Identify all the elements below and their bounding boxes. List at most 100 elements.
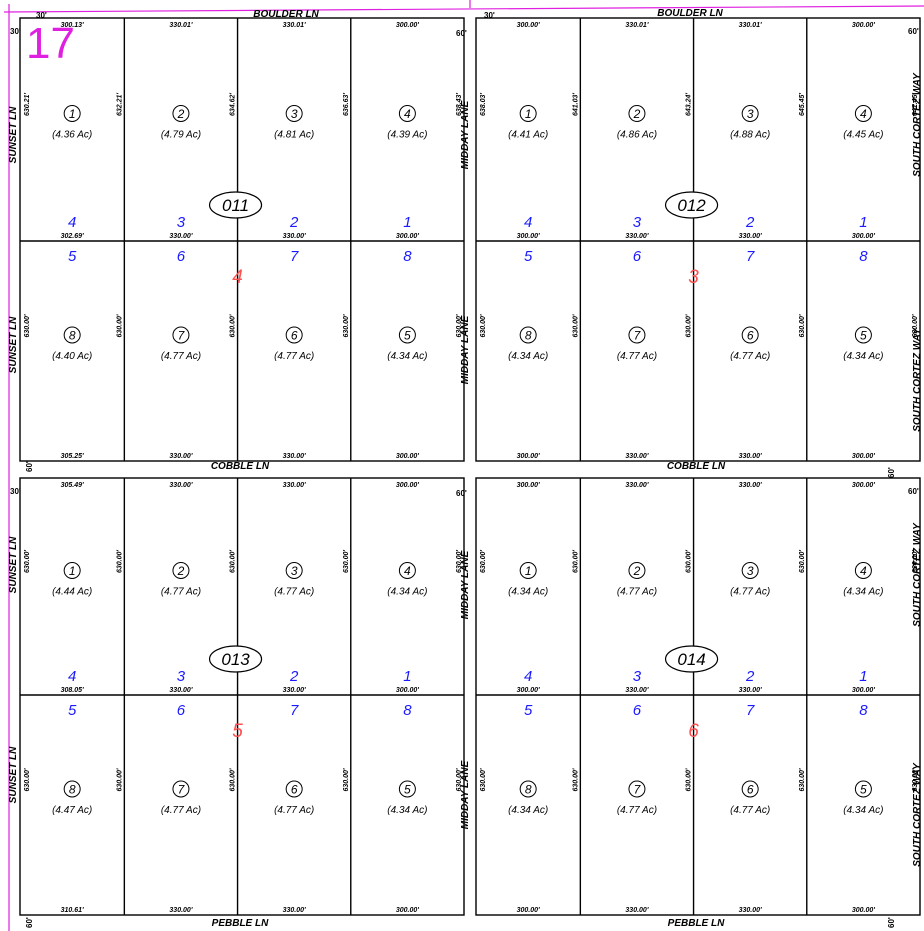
parcel-acreage: (4.77 Ac) [730, 805, 770, 816]
parcel-number: 8 [69, 329, 76, 343]
lot-width-dimension: 330.01' [169, 22, 192, 29]
lot-depth-dimension: 630.00' [572, 768, 579, 791]
parcel-acreage: (4.34 Ac) [387, 351, 427, 362]
quarter-number: 3 [177, 214, 186, 231]
parcel-number-circle [285, 326, 303, 344]
parcel-lines [20, 18, 920, 915]
lot-depth-dimension: 630.00' [686, 768, 693, 791]
parcel-number: 3 [291, 107, 298, 121]
lot-width-dimension: 300.00' [396, 233, 419, 240]
parcel-number: 2 [633, 564, 641, 578]
parcel-number-circle [63, 326, 81, 344]
lot-depth-dimension: 632.21' [116, 93, 123, 116]
parcel-acreage: (4.34 Ac) [387, 587, 427, 598]
parcel-acreage: (4.81 Ac) [274, 130, 314, 141]
row-width-mark: 30' [484, 11, 495, 20]
row-width-mark: 60' [908, 487, 919, 496]
parcel-number-circle [172, 780, 190, 798]
street-sunset-2: SUNSET LN [8, 316, 19, 373]
quarter-number: 5 [68, 248, 77, 265]
lot-width-dimension: 300.00' [517, 907, 540, 914]
street-south-cortez-3: SOUTH CORTEZ WAY [912, 522, 923, 627]
lot-width-dimension: 330.00' [169, 907, 192, 914]
parcel-number: 6 [747, 329, 754, 343]
parcel-number-circle [854, 326, 872, 344]
row-width-mark: 60' [25, 461, 34, 472]
quarter-number: 6 [177, 248, 186, 265]
parcel-acreage: (4.77 Ac) [617, 351, 657, 362]
lot-width-dimension: 300.00' [852, 687, 875, 694]
parcel-acreage: (4.44 Ac) [52, 587, 92, 598]
parcel-number: 8 [525, 783, 532, 797]
lot-width-dimension: 300.00' [852, 482, 875, 489]
street-pebble-east: PEBBLE LN [668, 918, 725, 929]
quarter-number: 7 [746, 702, 755, 719]
lot-depth-dimension: 630.00' [116, 314, 123, 337]
parcel-acreage: (4.34 Ac) [843, 351, 883, 362]
lot-depth-dimension: 630.00' [24, 314, 31, 337]
lot-width-dimension: 310.61' [61, 907, 84, 914]
quarter-number: 5 [68, 702, 77, 719]
parcel-number-circle [172, 326, 190, 344]
parcel-number: 4 [404, 564, 411, 578]
row-width-mark: 30' [10, 27, 21, 36]
parcel-number: 5 [860, 329, 867, 343]
street-sunset-1: SUNSET LN [8, 106, 19, 163]
page-number: 17 [26, 19, 75, 68]
quarter-number: 7 [746, 248, 755, 265]
street-south-cortez-4: SOUTH CORTEZ WAY [912, 762, 923, 867]
quarter-number: 1 [403, 214, 411, 231]
parcel-number-circle [285, 105, 303, 122]
lot-depth-dimension: 638.43' [456, 93, 463, 116]
section-number: 3 [688, 267, 699, 288]
parcel-number-circle [628, 562, 646, 579]
street-sunset-4: SUNSET LN [8, 746, 19, 803]
lot-depth-dimension: 630.00' [480, 768, 487, 791]
lot-width-dimension: 330.00' [169, 482, 192, 489]
block-id: 013 [221, 650, 250, 669]
lot-width-dimension: 330.00' [283, 687, 306, 694]
parcel-acreage: (4.77 Ac) [617, 587, 657, 598]
parcel-number-circle [628, 326, 646, 344]
lot-width-dimension: 330.00' [169, 233, 192, 240]
quarter-number: 1 [859, 214, 867, 231]
lot-width-dimension: 330.00' [739, 233, 762, 240]
lot-depth-dimension: 630.00' [912, 768, 919, 791]
lot-width-dimension: 330.00' [169, 687, 192, 694]
row-width-mark: 30' [36, 11, 47, 20]
lot-depth-dimension: 630.00' [456, 314, 463, 337]
lot-width-dimension: 302.69' [61, 233, 84, 240]
lot-width-dimension: 300.00' [396, 687, 419, 694]
parcel-acreage: (4.86 Ac) [617, 130, 657, 141]
street-midday-2: MIDDAY LANE [460, 315, 471, 384]
lot-depth-dimension: 630.00' [480, 314, 487, 337]
parcel-acreage: (4.77 Ac) [730, 587, 770, 598]
block-id-ellipse [208, 645, 263, 673]
parcel-number-circle [63, 780, 81, 798]
street-boulder-west: BOULDER LN [253, 9, 319, 20]
lot-width-dimension: 300.00' [517, 233, 540, 240]
lot-depth-dimension: 630.00' [480, 550, 487, 573]
lot-depth-dimension: 630.00' [24, 550, 31, 573]
section-number: 5 [232, 721, 243, 742]
parcel-acreage: (4.39 Ac) [387, 130, 427, 141]
parcel-number: 3 [747, 564, 754, 578]
quarter-number: 2 [289, 214, 299, 231]
lot-width-dimension: 330.00' [625, 687, 648, 694]
parcel-acreage: (4.36 Ac) [52, 130, 92, 141]
lot-width-dimension: 300.00' [852, 22, 875, 29]
parcel-number: 1 [69, 564, 76, 578]
lot-depth-dimension: 630.00' [686, 314, 693, 337]
parcel-number: 2 [177, 564, 185, 578]
lot-width-dimension: 300.00' [852, 907, 875, 914]
lot-depth-dimension: 641.03' [572, 93, 579, 116]
quarter-number: 4 [524, 668, 532, 685]
street-pebble-west: PEBBLE LN [212, 918, 269, 929]
lot-depth-dimension: 630.00' [343, 768, 350, 791]
parcel-number: 1 [525, 564, 532, 578]
parcel-number-circle [519, 326, 537, 344]
parcel-number-circle [398, 105, 416, 122]
quarter-number: 3 [633, 668, 642, 685]
lot-width-dimension: 330.00' [625, 907, 648, 914]
lot-width-dimension: 300.00' [517, 687, 540, 694]
